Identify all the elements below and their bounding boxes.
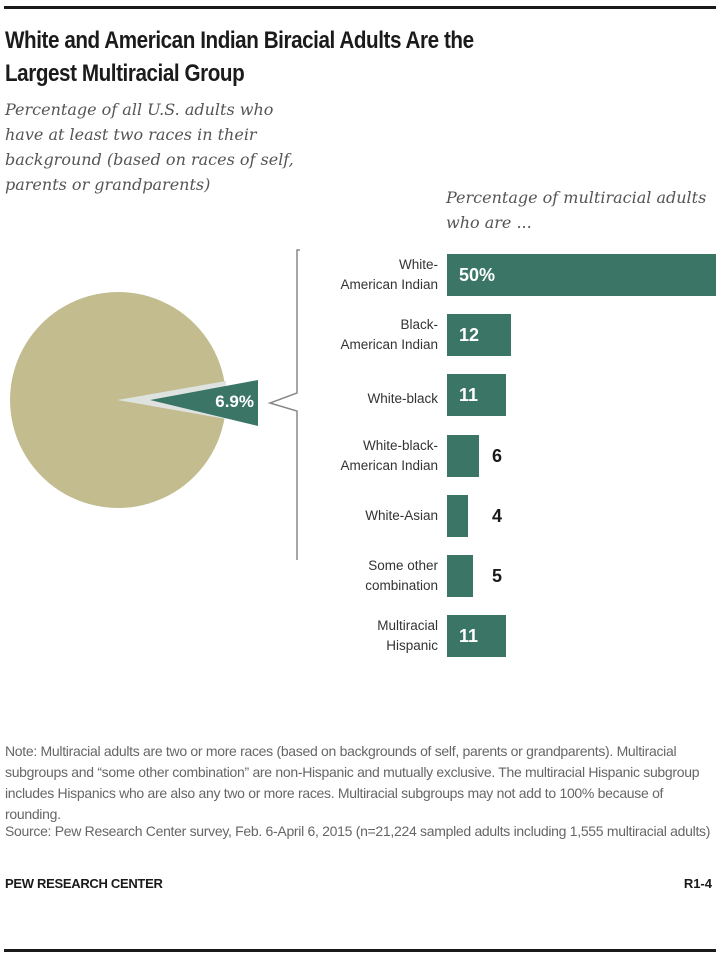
chart-code: R1-4 — [683, 876, 712, 891]
bar-value: 4 — [492, 506, 503, 526]
bar-label: White- American Indian — [278, 255, 438, 295]
bracket — [267, 249, 300, 560]
bar-label: Some other combination — [278, 556, 438, 596]
bar-label-line: Some other — [368, 558, 438, 573]
bar-white-american-indian: 50% — [447, 254, 716, 296]
bar-value: 12 — [459, 325, 480, 345]
bar-label-line: White- — [398, 257, 438, 272]
bar-white-black-american-indian — [447, 435, 479, 477]
bar-white-asian — [447, 495, 468, 537]
bar-multiracial-hispanic: 11 — [447, 615, 506, 657]
bar-label-line: Black- — [400, 317, 438, 332]
bar-value: 11 — [459, 385, 479, 405]
bar-label-line: American Indian — [340, 337, 438, 352]
bar-label-line: Multiracial — [377, 618, 438, 633]
source-text: Source: Pew Research Center survey, Feb.… — [5, 823, 711, 839]
pie-slice-rest — [10, 292, 225, 509]
bar-value: 50% — [459, 265, 496, 285]
pie-subtitle: Percentage of all U.S. adults who have a… — [5, 100, 294, 194]
bar-label: White-black — [278, 389, 438, 409]
bar-label: White-black- American Indian — [278, 436, 438, 476]
bar-white-black: 11 — [447, 374, 506, 416]
chart-title: White and American Indian Biracial Adult… — [5, 24, 702, 90]
bottom-rule — [4, 949, 716, 952]
title-line-1: White and American Indian Biracial Adult… — [5, 27, 474, 54]
bar-label-line: American Indian — [340, 458, 438, 473]
bar-label-line: White-black — [367, 391, 438, 406]
bar-subtitle: Percentage of multiracial adults who are… — [446, 188, 707, 232]
pie-label: 6.9% — [215, 392, 254, 411]
bar-label: Black- American Indian — [278, 315, 438, 355]
bar-label-line: American Indian — [340, 277, 438, 292]
pie-chart: 6.9% — [10, 249, 300, 560]
bar-value: 5 — [492, 566, 503, 586]
bar-label-line: White-black- — [362, 438, 438, 453]
bar-label-line: combination — [365, 578, 438, 593]
bar-some-other-combination — [447, 555, 473, 597]
bar-value: 6 — [492, 446, 503, 466]
top-rule — [4, 6, 716, 9]
org-name: PEW RESEARCH CENTER — [5, 876, 163, 891]
bar-label: White-Asian — [278, 506, 438, 526]
pie-slice-multiracial — [150, 380, 258, 426]
note-text: Note: Multiracial adults are two or more… — [5, 743, 700, 822]
bar-label-line: Hispanic — [386, 638, 438, 653]
bar-label: Multiracial Hispanic — [278, 616, 438, 656]
bar-black-american-indian: 12 — [447, 314, 511, 356]
title-line-2: Largest Multiracial Group — [5, 60, 245, 87]
bar-value: 11 — [459, 626, 479, 646]
bar-label-line: White-Asian — [365, 508, 438, 523]
